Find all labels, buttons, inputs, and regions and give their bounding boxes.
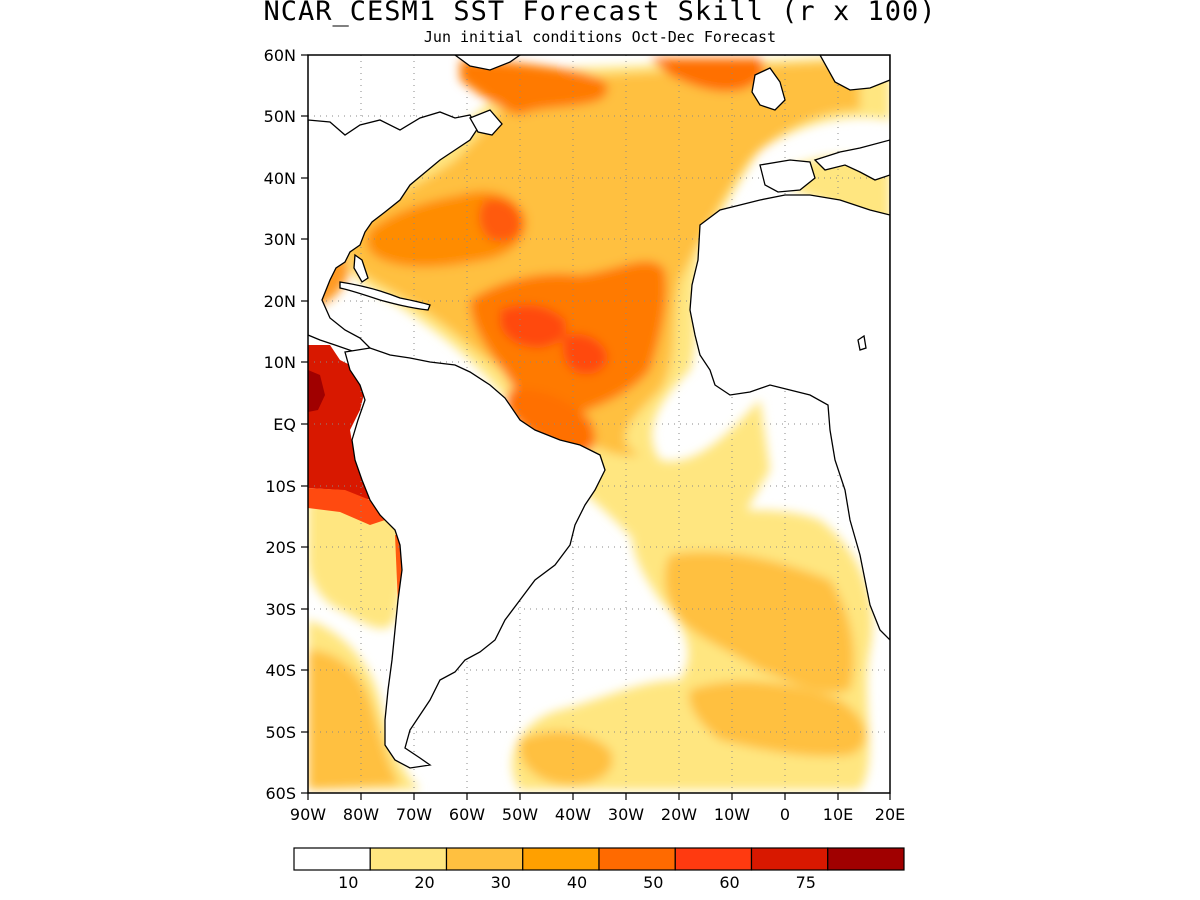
lon-labels: 90W 80W 70W 60W 50W 40W 30W 20W 10W 0 10… xyxy=(290,805,905,824)
map-title: NCAR_CESM1 SST Forecast Skill (r x 100) xyxy=(263,0,937,27)
lon-label: 60W xyxy=(449,805,485,824)
colorbar-label: 30 xyxy=(491,873,511,892)
lat-label: EQ xyxy=(273,415,296,434)
colorbar-swatch xyxy=(750,847,829,871)
lon-label: 80W xyxy=(343,805,379,824)
colorbar-swatch xyxy=(522,847,600,871)
lon-tick-marks xyxy=(307,793,891,800)
lon-label: 40W xyxy=(555,805,591,824)
skill-region-tropical-north-atlantic-50b xyxy=(562,333,608,375)
lat-label: 50N xyxy=(264,107,296,126)
colorbar-label: 10 xyxy=(338,873,358,892)
colorbar-label: 50 xyxy=(643,873,663,892)
colorbar-swatch xyxy=(369,847,448,871)
skill-region-northeast-atlantic-40 xyxy=(650,58,764,92)
skill-region-northern-north-atlantic-40 xyxy=(460,60,609,115)
newfoundland-coast xyxy=(469,109,503,136)
skill-region-eastern-tropical-pacific xyxy=(308,345,375,500)
africa-coast xyxy=(689,194,890,641)
lon-label: 10W xyxy=(714,805,750,824)
iberia-coast xyxy=(759,159,816,193)
skill-shading xyxy=(308,55,890,790)
lon-label: 20E xyxy=(875,805,905,824)
lat-label: 10N xyxy=(264,353,296,372)
colorbar-swatch xyxy=(674,847,753,871)
lat-label: 30S xyxy=(265,600,296,619)
colorbar-swatch xyxy=(827,847,905,871)
lon-label: 70W xyxy=(396,805,432,824)
skill-region-peru-coast xyxy=(308,488,385,525)
skill-region-subtropical-north-atlantic-50 xyxy=(478,198,522,242)
skill-region-southern-ocean-20 xyxy=(689,681,867,757)
lat-label: 60S xyxy=(265,784,296,803)
colorbar-label: 75 xyxy=(796,873,816,892)
europe-coast xyxy=(813,139,890,181)
lon-label: 90W xyxy=(290,805,326,824)
skill-region-north-atlantic-20 xyxy=(346,60,860,456)
lon-label: 20W xyxy=(661,805,697,824)
lat-label: 40S xyxy=(265,661,296,680)
skill-region-equatorial-brazil-40 xyxy=(506,389,595,455)
lat-label: 20S xyxy=(265,538,296,557)
colorbar-label: 60 xyxy=(719,873,739,892)
greenland-coast xyxy=(453,55,522,71)
south-america-coast xyxy=(344,347,606,769)
small-island xyxy=(857,334,867,351)
colorbar-swatch xyxy=(445,847,524,871)
skill-region-southern-pacific-20 xyxy=(308,650,400,790)
lon-label: 10E xyxy=(823,805,853,824)
caribbean-islands xyxy=(339,281,431,311)
british-isles-coast xyxy=(751,67,786,111)
lat-label: 30N xyxy=(264,230,296,249)
lat-label: 40N xyxy=(264,169,296,188)
north-america-coast xyxy=(308,111,479,353)
lat-tick-marks xyxy=(301,54,308,794)
skill-region-southern-south-atlantic-20 xyxy=(519,731,613,785)
florida-coast xyxy=(353,253,369,283)
lat-label: 20N xyxy=(264,292,296,311)
lat-label: 60N xyxy=(264,46,296,65)
lon-label: 30W xyxy=(608,805,644,824)
lat-labels: 60N 50N 40N 30N 20N 10N EQ 10S 20S 30S 4… xyxy=(264,46,296,803)
lat-label: 10S xyxy=(265,477,296,496)
colorbar-label: 40 xyxy=(567,873,587,892)
colorbar: 10 20 30 40 50 60 75 xyxy=(293,847,905,892)
map-subtitle: Jun initial conditions Oct-Dec Forecast xyxy=(423,28,777,46)
colorbar-label: 20 xyxy=(414,873,434,892)
skill-region-south-atlantic-20 xyxy=(664,551,854,693)
skill-region-eastern-tropical-pacific-core xyxy=(308,370,325,412)
lat-label: 50S xyxy=(265,723,296,742)
colorbar-swatch xyxy=(293,847,371,871)
lon-label: 0 xyxy=(780,805,790,824)
lon-label: 50W xyxy=(502,805,538,824)
colorbar-swatch xyxy=(598,847,676,871)
scandinavia-coast xyxy=(819,55,890,91)
coastlines xyxy=(308,55,890,769)
skill-region-southeast-pacific-light xyxy=(308,500,406,629)
skill-region-tropical-north-atlantic-50 xyxy=(500,304,567,348)
